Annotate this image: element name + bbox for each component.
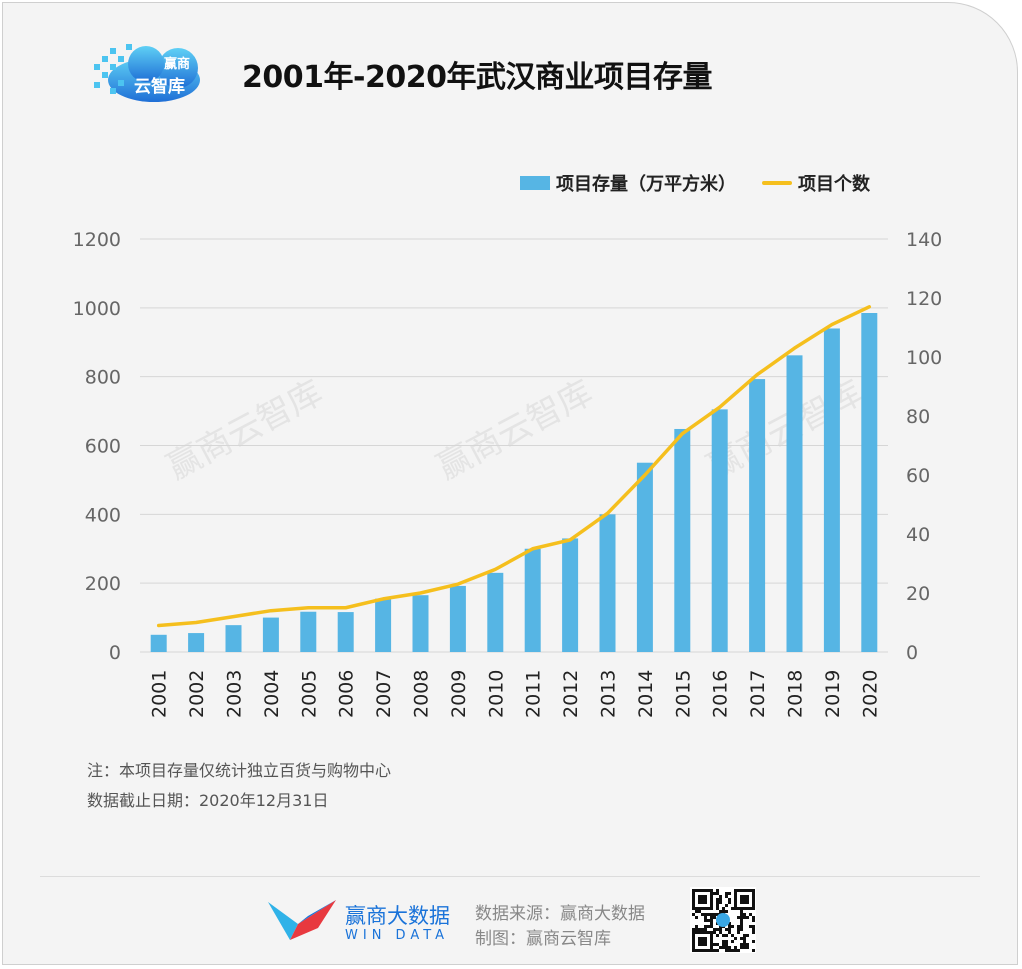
- legend-swatch-bar: [520, 176, 550, 190]
- x-tick-label: 2002: [186, 670, 208, 718]
- qr-code-icon: [690, 887, 756, 953]
- brand-name-cn: 赢商大数据: [345, 904, 450, 928]
- bar-2020: [861, 312, 878, 652]
- x-tick-label: 2009: [448, 670, 470, 718]
- y-right-tick-label: 100: [906, 347, 942, 369]
- bar-2017: [749, 379, 766, 652]
- bar-2002: [188, 633, 205, 652]
- y-right-tick-label: 120: [906, 288, 942, 310]
- chart-title: 2001年-2020年武汉商业项目存量: [242, 60, 712, 95]
- watermark-text: 赢商云智库: [430, 373, 599, 488]
- y-left-tick-label: 800: [85, 367, 121, 389]
- x-tick-label: 2016: [710, 670, 732, 718]
- logo-text-line2: 云智库: [134, 76, 185, 97]
- y-left-tick-label: 200: [85, 573, 121, 595]
- x-tick-label: 2017: [747, 670, 769, 718]
- bar-2008: [412, 595, 429, 652]
- made-by-text: 制图：赢商云智库: [475, 929, 611, 949]
- watermark-text: 赢商云智库: [160, 373, 329, 488]
- legend-label-line: 项目个数: [798, 174, 870, 195]
- bar-2011: [524, 548, 541, 652]
- x-tick-label: 2003: [224, 670, 246, 718]
- legend-item-bar: 项目存量（万平方米）: [520, 170, 736, 196]
- x-tick-label: 2007: [373, 670, 395, 718]
- x-tick-label: 2010: [485, 670, 507, 718]
- y-right-tick-label: 20: [906, 583, 930, 605]
- x-tick-label: 2018: [785, 670, 807, 718]
- x-tick-label: 2006: [336, 670, 358, 718]
- bar-2004: [262, 617, 279, 652]
- bar-2007: [375, 598, 392, 652]
- brand-name-en: WIN DATA: [345, 928, 450, 943]
- y-left-tick-label: 400: [85, 504, 121, 526]
- legend-label-bar: 项目存量（万平方米）: [556, 174, 736, 195]
- legend-item-line: 项目个数: [762, 170, 870, 196]
- x-tick-label: 2011: [523, 670, 545, 718]
- line-series-project-count: [156, 305, 872, 628]
- bar-2014: [636, 462, 653, 652]
- bar-2018: [786, 355, 803, 652]
- y-right-tick-label: 60: [906, 465, 930, 487]
- legend-swatch-line: [762, 181, 792, 185]
- x-tick-label: 2013: [598, 670, 620, 718]
- y-left-tick-label: 1200: [73, 229, 121, 251]
- x-tick-label: 2012: [560, 670, 582, 718]
- x-tick-label: 2014: [635, 670, 657, 718]
- cloud-logo-icon: 赢商 云智库: [88, 38, 208, 104]
- bar-2009: [449, 585, 466, 652]
- x-tick-label: 2020: [859, 670, 881, 718]
- y-left-tick-label: 600: [85, 436, 121, 458]
- cutoff-date-text: 数据截止日期：2020年12月31日: [87, 791, 329, 810]
- y-right-tick-label: 40: [906, 524, 930, 546]
- y-left-tick-label: 1000: [73, 298, 121, 320]
- footer-divider: [40, 876, 980, 877]
- y-right-tick-label: 80: [906, 406, 930, 428]
- x-tick-label: 2005: [298, 670, 320, 718]
- x-tick-label: 2001: [149, 670, 171, 718]
- bar-2016: [711, 409, 728, 652]
- bar-2003: [225, 625, 242, 652]
- bar-2006: [337, 612, 354, 652]
- bar-2019: [823, 328, 840, 652]
- note-text: 注：本项目存量仅统计独立百货与购物中心: [87, 761, 392, 780]
- x-tick-label: 2008: [411, 670, 433, 718]
- data-source-text: 数据来源：赢商大数据: [475, 904, 645, 924]
- x-tick-label: 2019: [822, 670, 844, 718]
- y-right-tick-label: 0: [906, 642, 918, 664]
- chart-legend: 项目存量（万平方米） 项目个数: [520, 170, 896, 196]
- win-data-logo-icon: [268, 898, 338, 948]
- bar-2010: [487, 572, 504, 652]
- bar-2015: [674, 428, 691, 652]
- x-tick-label: 2004: [261, 670, 283, 718]
- y-right-tick-label: 140: [906, 229, 942, 251]
- bar-2001: [150, 634, 167, 652]
- bar-2005: [300, 611, 317, 652]
- logo-text-line1: 赢商: [164, 56, 190, 72]
- bar-2012: [562, 538, 579, 652]
- x-tick-label: 2015: [672, 670, 694, 718]
- y-left-tick-label: 0: [109, 642, 121, 664]
- bar-2013: [599, 514, 616, 652]
